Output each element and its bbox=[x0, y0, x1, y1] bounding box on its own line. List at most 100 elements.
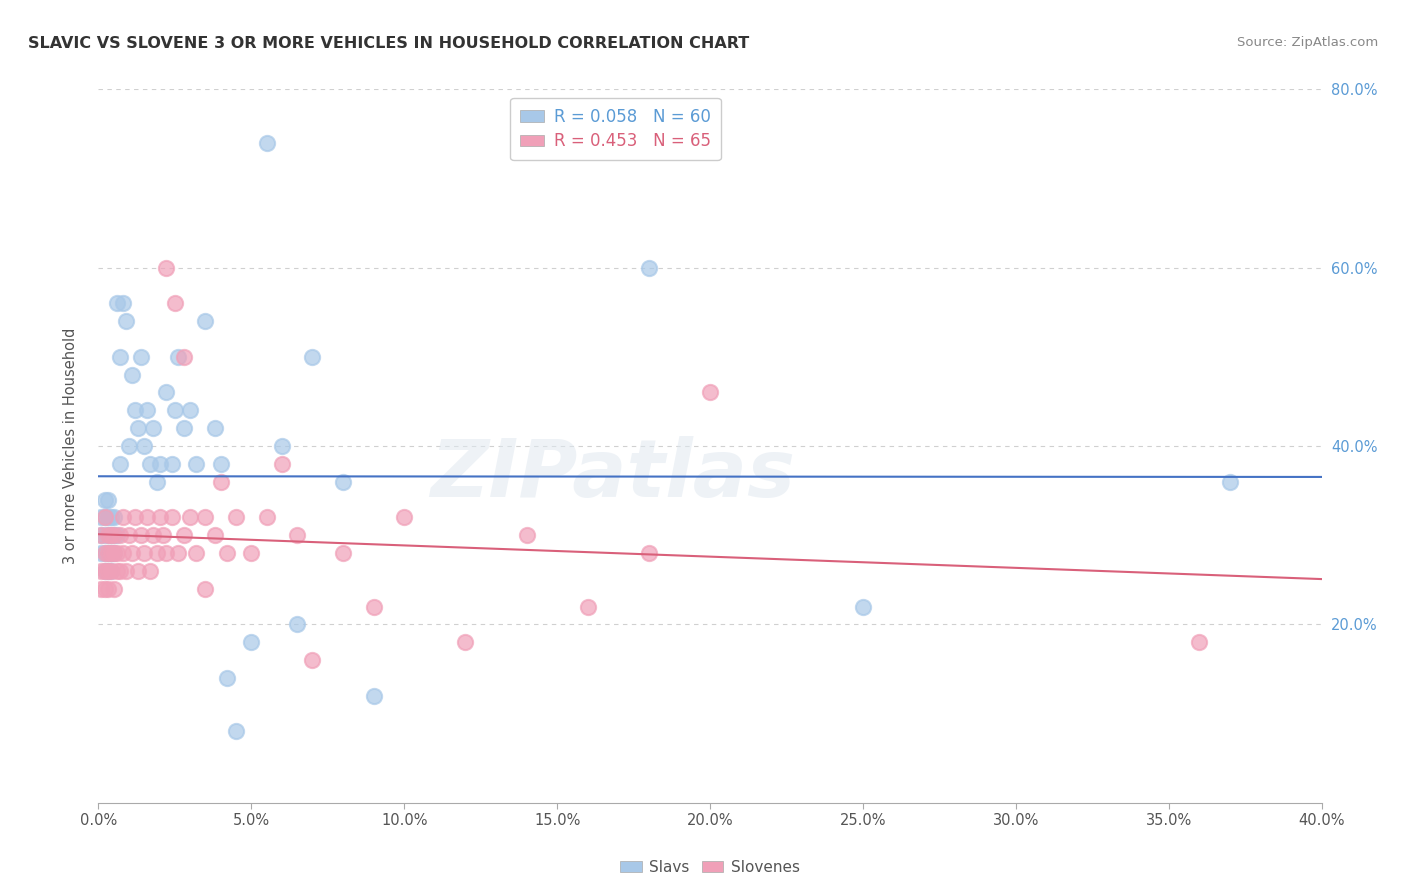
Point bbox=[209, 475, 232, 489]
Point bbox=[100, 546, 122, 560]
Text: ZIPatlas: ZIPatlas bbox=[430, 435, 794, 514]
Point bbox=[149, 457, 172, 471]
Point bbox=[363, 689, 385, 703]
Point bbox=[637, 546, 661, 560]
Point bbox=[97, 492, 120, 507]
Point bbox=[127, 564, 149, 578]
Point bbox=[142, 421, 165, 435]
Point bbox=[93, 564, 115, 578]
Point bbox=[149, 510, 172, 524]
Point bbox=[97, 528, 120, 542]
Point bbox=[167, 350, 190, 364]
Point bbox=[134, 546, 156, 560]
Point bbox=[163, 403, 186, 417]
Point bbox=[90, 564, 112, 578]
Point bbox=[100, 528, 122, 542]
Point bbox=[194, 582, 217, 596]
Point bbox=[97, 546, 120, 560]
Point bbox=[97, 546, 120, 560]
Point bbox=[93, 546, 115, 560]
Point bbox=[136, 510, 159, 524]
Point bbox=[240, 635, 263, 649]
Point bbox=[270, 439, 292, 453]
Point bbox=[186, 457, 208, 471]
Point bbox=[225, 724, 247, 739]
Point bbox=[90, 582, 112, 596]
Point bbox=[111, 296, 134, 310]
Point bbox=[285, 617, 308, 632]
Point bbox=[139, 564, 162, 578]
Point bbox=[173, 528, 195, 542]
Point bbox=[152, 528, 174, 542]
Point bbox=[100, 528, 122, 542]
Point bbox=[145, 475, 167, 489]
Point bbox=[108, 350, 131, 364]
Point bbox=[100, 564, 122, 578]
Point bbox=[105, 546, 128, 560]
Point bbox=[332, 546, 354, 560]
Point bbox=[103, 546, 125, 560]
Point bbox=[194, 510, 217, 524]
Point bbox=[90, 510, 112, 524]
Point bbox=[103, 528, 125, 542]
Point bbox=[155, 260, 177, 275]
Point bbox=[142, 528, 165, 542]
Point bbox=[240, 546, 263, 560]
Point bbox=[97, 510, 120, 524]
Point bbox=[103, 528, 125, 542]
Point bbox=[90, 546, 112, 560]
Point bbox=[93, 528, 115, 542]
Point bbox=[118, 528, 141, 542]
Point bbox=[100, 546, 122, 560]
Point bbox=[363, 599, 385, 614]
Point bbox=[204, 528, 226, 542]
Point bbox=[637, 260, 661, 275]
Point bbox=[111, 510, 134, 524]
Point bbox=[129, 528, 152, 542]
Point bbox=[179, 403, 201, 417]
Point bbox=[270, 457, 292, 471]
Point bbox=[97, 582, 120, 596]
Legend: Slavs, Slovenes: Slavs, Slovenes bbox=[614, 854, 806, 880]
Point bbox=[121, 368, 143, 382]
Point bbox=[129, 350, 152, 364]
Point bbox=[167, 546, 190, 560]
Point bbox=[134, 439, 156, 453]
Point bbox=[97, 528, 120, 542]
Point bbox=[173, 350, 195, 364]
Point bbox=[124, 510, 146, 524]
Point bbox=[215, 671, 238, 685]
Point bbox=[160, 457, 183, 471]
Point bbox=[108, 528, 131, 542]
Point bbox=[115, 564, 138, 578]
Point bbox=[93, 582, 115, 596]
Point bbox=[699, 385, 721, 400]
Text: Source: ZipAtlas.com: Source: ZipAtlas.com bbox=[1237, 36, 1378, 49]
Point bbox=[93, 546, 115, 560]
Point bbox=[105, 528, 128, 542]
Point bbox=[301, 350, 323, 364]
Point bbox=[118, 439, 141, 453]
Y-axis label: 3 or more Vehicles in Household: 3 or more Vehicles in Household bbox=[63, 328, 77, 564]
Point bbox=[100, 546, 122, 560]
Point bbox=[516, 528, 538, 542]
Point bbox=[108, 457, 131, 471]
Point bbox=[576, 599, 599, 614]
Point bbox=[392, 510, 416, 524]
Point bbox=[155, 385, 177, 400]
Point bbox=[186, 546, 208, 560]
Point bbox=[332, 475, 354, 489]
Point bbox=[179, 510, 201, 524]
Point bbox=[103, 546, 125, 560]
Point bbox=[160, 510, 183, 524]
Point bbox=[115, 314, 138, 328]
Point bbox=[90, 528, 112, 542]
Point bbox=[105, 564, 128, 578]
Point bbox=[256, 510, 278, 524]
Point bbox=[1219, 475, 1241, 489]
Point bbox=[93, 564, 115, 578]
Point bbox=[121, 546, 143, 560]
Point bbox=[127, 421, 149, 435]
Point bbox=[256, 136, 278, 150]
Point bbox=[194, 314, 217, 328]
